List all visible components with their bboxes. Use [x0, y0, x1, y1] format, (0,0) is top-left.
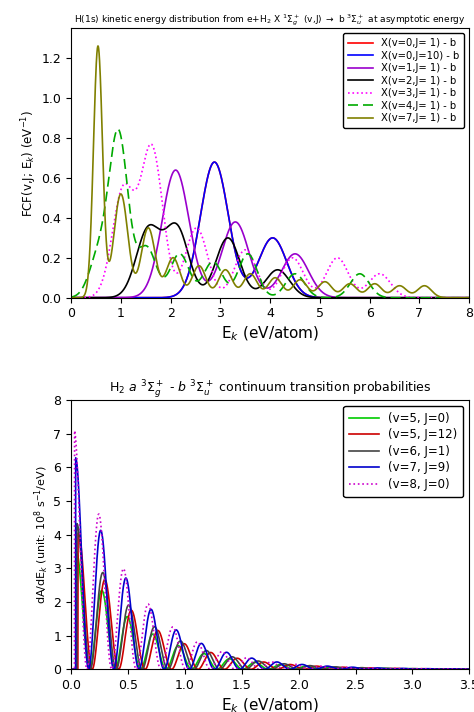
Legend: X(v=0,J= 1) - b, X(v=0,J=10) - b, X(v=1,J= 1) - b, X(v=2,J= 1) - b, X(v=3,J= 1) : X(v=0,J= 1) - b, X(v=0,J=10) - b, X(v=1,… [343, 33, 464, 128]
Y-axis label: dA/dE$_k$ (unit: 10$^8$ s$^{-1}$/eV): dA/dE$_k$ (unit: 10$^8$ s$^{-1}$/eV) [32, 466, 51, 604]
Title: H(1s) kinetic energy distribution from e+H$_2$ X $^1\Sigma_g^+$ (v,J) $\rightarr: H(1s) kinetic energy distribution from e… [74, 13, 466, 28]
Title: H$_2$ $a$ $^3\Sigma_g^+$ - $b$ $^3\Sigma_u^+$ continuum transition probabilities: H$_2$ $a$ $^3\Sigma_g^+$ - $b$ $^3\Sigma… [109, 378, 431, 400]
Y-axis label: FCF(v,J; E$_k$) (eV$^{-1}$): FCF(v,J; E$_k$) (eV$^{-1}$) [19, 110, 38, 216]
X-axis label: E$_k$ (eV/atom): E$_k$ (eV/atom) [221, 325, 319, 343]
X-axis label: E$_k$ (eV/atom): E$_k$ (eV/atom) [221, 696, 319, 712]
Legend: (v=5, J=0), (v=5, J=12), (v=6, J=1), (v=7, J=9), (v=8, J=0): (v=5, J=0), (v=5, J=12), (v=6, J=1), (v=… [343, 406, 464, 497]
